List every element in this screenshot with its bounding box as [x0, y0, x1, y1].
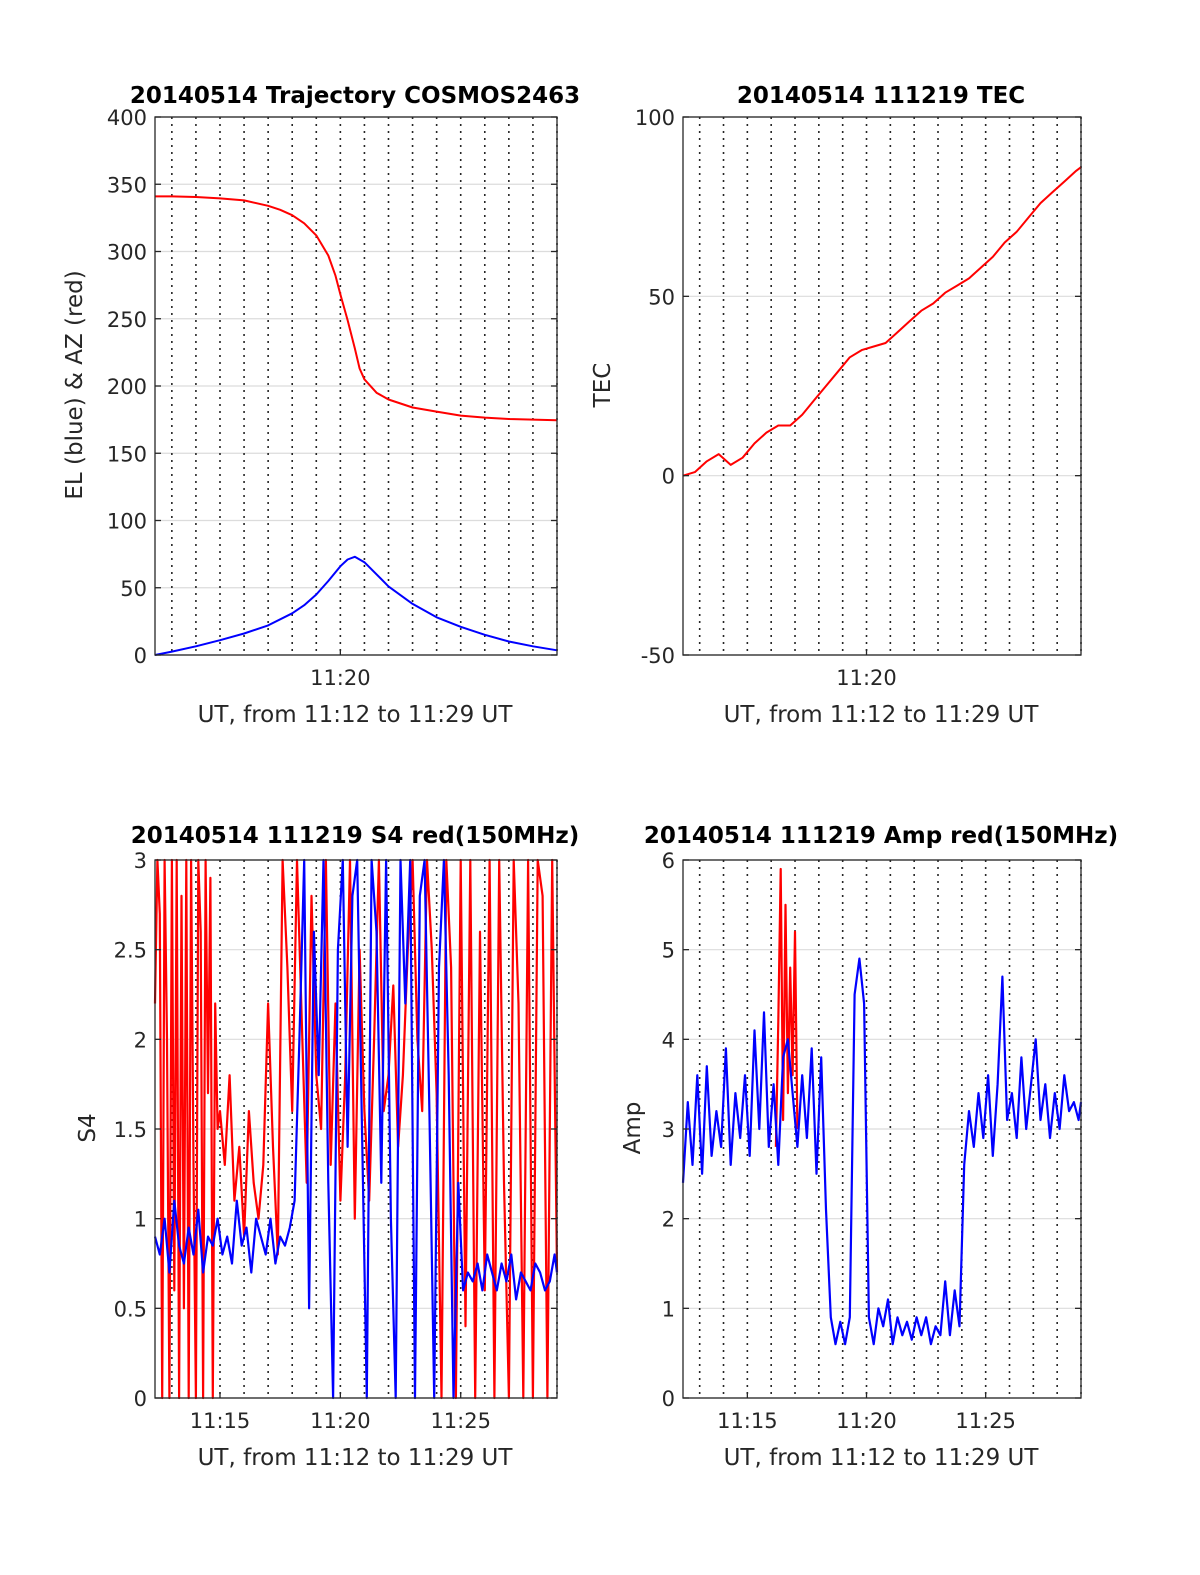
tec-y-axis-label: TEC: [590, 363, 616, 409]
tec-y-tick-label: -50: [641, 644, 675, 668]
s4-x-tick-label: 11:20: [310, 1409, 371, 1433]
tec-y-tick-label: 50: [648, 285, 675, 309]
s4-y-tick-label: 1: [134, 1208, 147, 1232]
tec-tec-line: [682, 166, 1082, 477]
trajectory-panel: 20140514 Trajectory COSMOS2463 UT, from …: [62, 83, 580, 728]
s4-title: 20140514 111219 S4 red(150MHz): [131, 823, 580, 849]
trajectory-el-line: [154, 555, 558, 656]
trajectory-y-tick-label: 250: [107, 308, 147, 332]
s4-x-tick-label: 11:15: [190, 1409, 251, 1433]
amp-y-tick-label: 3: [662, 1118, 675, 1142]
amp-x-tick-label: 11:25: [955, 1409, 1016, 1433]
tec-axes-box: [682, 116, 1082, 656]
tec-plot-area: [683, 117, 1081, 655]
trajectory-x-tick-label: 11:20: [310, 666, 371, 690]
s4-x-tick-label: 11:25: [430, 1409, 491, 1433]
trajectory-y-tick-label: 350: [107, 173, 147, 197]
trajectory-title: 20140514 Trajectory COSMOS2463: [130, 83, 580, 109]
trajectory-y-tick-label: 300: [107, 241, 147, 265]
amp-amp-blue-line: [681, 957, 1083, 1346]
trajectory-x-axis-label: UT, from 11:12 to 11:29 UT: [198, 702, 514, 728]
s4-panel: 20140514 111219 S4 red(150MHz) UT, from …: [75, 823, 579, 1471]
s4-s4-red-line: [153, 858, 559, 1400]
trajectory-y-axis-label: EL (blue) & AZ (red): [62, 270, 88, 499]
amp-y-axis-label: Amp: [620, 1102, 646, 1155]
trajectory-y-tick-label: 400: [107, 106, 147, 130]
amp-y-tick-label: 2: [662, 1208, 675, 1232]
amp-y-tick-label: 6: [662, 849, 675, 873]
trajectory-y-tick-label: 200: [107, 375, 147, 399]
tec-panel: 20140514 111219 TEC UT, from 11:12 to 11…: [590, 83, 1082, 728]
amp-panel: 20140514 111219 Amp red(150MHz) UT, from…: [620, 823, 1118, 1471]
amp-y-tick-label: 4: [662, 1028, 675, 1052]
tec-y-tick-label: 100: [635, 106, 675, 130]
s4-x-axis-label: UT, from 11:12 to 11:29 UT: [198, 1445, 514, 1471]
s4-y-tick-label: 0.5: [114, 1297, 147, 1321]
s4-y-tick-label: 3: [134, 849, 147, 873]
s4-y-tick-label: 1.5: [114, 1118, 147, 1142]
tec-title: 20140514 111219 TEC: [737, 83, 1025, 109]
trajectory-az-line: [155, 195, 558, 422]
s4-y-tick-label: 2.5: [114, 939, 147, 963]
amp-x-tick-label: 11:15: [717, 1409, 778, 1433]
trajectory-y-tick-label: 0: [134, 644, 147, 668]
amp-title: 20140514 111219 Amp red(150MHz): [644, 823, 1118, 849]
amp-y-tick-label: 0: [662, 1387, 675, 1411]
s4-y-axis-label: S4: [75, 1113, 101, 1142]
amp-y-tick-label: 5: [662, 939, 675, 963]
amp-x-tick-label: 11:20: [836, 1409, 897, 1433]
trajectory-y-tick-label: 100: [107, 510, 147, 534]
s4-y-tick-label: 0: [134, 1387, 147, 1411]
s4-y-tick-label: 2: [134, 1028, 147, 1052]
trajectory-y-tick-label: 50: [120, 577, 147, 601]
amp-amp-red-line: [774, 867, 799, 1147]
tec-y-tick-label: 0: [662, 465, 675, 489]
trajectory-y-tick-label: 150: [107, 442, 147, 466]
amp-x-axis-label: UT, from 11:12 to 11:29 UT: [724, 1445, 1040, 1471]
tec-x-tick-label: 11:20: [836, 666, 897, 690]
tec-x-axis-label: UT, from 11:12 to 11:29 UT: [724, 702, 1040, 728]
amp-y-tick-label: 1: [662, 1297, 675, 1321]
